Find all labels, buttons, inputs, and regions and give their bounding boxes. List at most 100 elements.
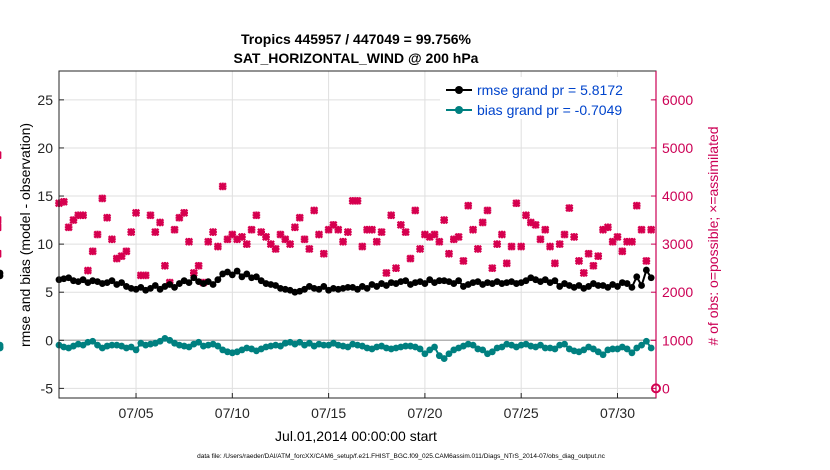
y-tick-label: 25 <box>37 92 53 108</box>
obs-point <box>627 237 636 246</box>
rmse-point <box>171 283 178 291</box>
rmse-point <box>614 283 621 290</box>
rmse-point <box>108 277 116 285</box>
obs-point <box>213 242 222 251</box>
y-right-tick-label: 5000 <box>662 140 693 156</box>
obs-point <box>79 211 88 220</box>
obs-point <box>570 232 579 241</box>
bias-point <box>541 344 549 352</box>
bias-point <box>551 345 559 353</box>
rmse-point <box>233 267 241 275</box>
obs-point <box>367 225 376 234</box>
obs-point <box>493 240 502 249</box>
obs-point <box>218 182 227 191</box>
obs-point <box>252 211 261 220</box>
obs-point <box>531 220 540 229</box>
rmse-point <box>551 277 559 285</box>
obs-point <box>319 249 328 258</box>
obs-point <box>271 244 280 253</box>
rmse-point <box>0 269 4 277</box>
obs-point <box>247 225 256 234</box>
rmse-point <box>118 279 125 286</box>
y-axis-right-label: # of obs: o=possible; ×=assimilated <box>705 126 721 345</box>
bias-point <box>469 341 477 349</box>
bias-point <box>416 345 424 353</box>
obs-point <box>642 256 651 265</box>
bias-point <box>599 351 607 359</box>
rmse-point <box>455 277 463 285</box>
obs-point <box>151 228 160 237</box>
legend-bias-marker <box>455 106 463 114</box>
rmse-point <box>209 281 217 288</box>
rmse-point <box>151 282 159 289</box>
obs-point <box>411 206 420 215</box>
rmse-point <box>252 273 260 281</box>
obs-point <box>444 249 454 258</box>
obs-point <box>122 247 131 256</box>
obs-point <box>440 216 449 225</box>
y-right-tick-label: 0 <box>662 380 670 396</box>
obs-point <box>353 196 362 205</box>
obs-point <box>541 225 550 234</box>
bias-point <box>642 337 650 345</box>
rmse-point <box>647 274 655 282</box>
bias-point <box>0 344 4 352</box>
obs-point <box>468 225 478 234</box>
y-tick-label: 0 <box>45 332 53 348</box>
obs-point <box>391 264 401 273</box>
y-tick-label: 5 <box>45 284 53 300</box>
obs-point <box>613 232 622 241</box>
obs-point <box>550 259 559 268</box>
obs-point <box>618 247 627 256</box>
obs-point <box>464 201 473 210</box>
rmse-point <box>185 279 193 286</box>
bias-series <box>0 334 655 362</box>
obs-point <box>310 206 319 215</box>
obs-point <box>459 256 468 265</box>
obs-point <box>358 242 367 251</box>
obs-point <box>488 264 497 273</box>
bias-point <box>440 355 448 362</box>
obs-point <box>430 230 439 239</box>
x-axis-label: Jul.01,2014 00:00:00 start <box>275 428 437 444</box>
obs-point <box>180 208 189 217</box>
obs-point <box>574 256 584 265</box>
bias-point <box>609 345 617 353</box>
y-axis-right: 0 1000 2000 3000 4000 5000 6000 <box>651 71 693 398</box>
obs-point <box>594 252 603 261</box>
legend: rmse grand pr = 5.8172 bias grand pr = -… <box>440 77 650 119</box>
obs-point <box>343 228 352 237</box>
obs-point <box>98 194 107 203</box>
obs-point <box>314 230 324 239</box>
rmse-point <box>435 277 443 285</box>
obs-point <box>127 228 136 237</box>
obs-point <box>204 237 213 246</box>
rmse-point <box>642 266 650 274</box>
obs-point <box>83 266 92 275</box>
bias-point <box>431 343 438 351</box>
bias-point <box>421 350 429 358</box>
obs-point <box>300 235 309 244</box>
y-right-tick-label: 6000 <box>662 92 693 108</box>
obs-point <box>290 223 299 232</box>
bias-point <box>132 346 140 354</box>
rmse-point <box>363 284 371 292</box>
obs-point <box>184 237 194 246</box>
y-right-tick-label: 1000 <box>662 332 693 348</box>
obs-point <box>156 218 165 227</box>
obs-point <box>146 211 155 220</box>
rmse-point <box>594 282 602 289</box>
bias-point <box>479 346 487 354</box>
obs-point <box>131 208 141 217</box>
obs-point <box>295 213 304 222</box>
y-right-tick-label: 3000 <box>662 236 693 252</box>
obs-point <box>579 268 588 278</box>
obs-point <box>454 232 463 241</box>
x-tick-label: 07/30 <box>600 405 635 421</box>
bias-point <box>623 345 631 353</box>
rmse-point <box>320 283 328 290</box>
obs-point <box>257 228 266 237</box>
obs-point <box>565 204 574 213</box>
obs-point <box>521 211 531 220</box>
chart-subtitle: SAT_HORIZONTAL_WIND @ 200 hPa <box>234 50 479 66</box>
